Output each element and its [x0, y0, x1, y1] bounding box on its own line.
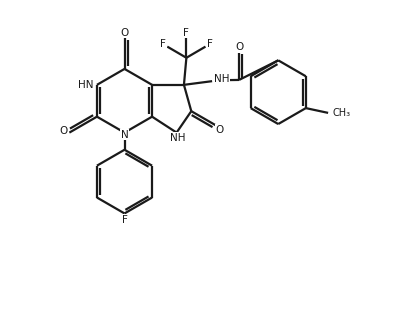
Text: O: O: [60, 126, 68, 136]
Text: HN: HN: [78, 80, 93, 90]
Text: NH: NH: [170, 133, 186, 143]
Text: O: O: [120, 28, 129, 38]
Text: F: F: [183, 28, 189, 38]
Text: O: O: [216, 125, 224, 135]
Text: F: F: [160, 39, 166, 49]
Text: N: N: [121, 130, 128, 140]
Text: O: O: [235, 42, 243, 52]
Text: F: F: [122, 214, 128, 225]
Text: CH₃: CH₃: [333, 108, 350, 118]
Text: NH: NH: [214, 74, 230, 84]
Text: F: F: [207, 39, 213, 49]
